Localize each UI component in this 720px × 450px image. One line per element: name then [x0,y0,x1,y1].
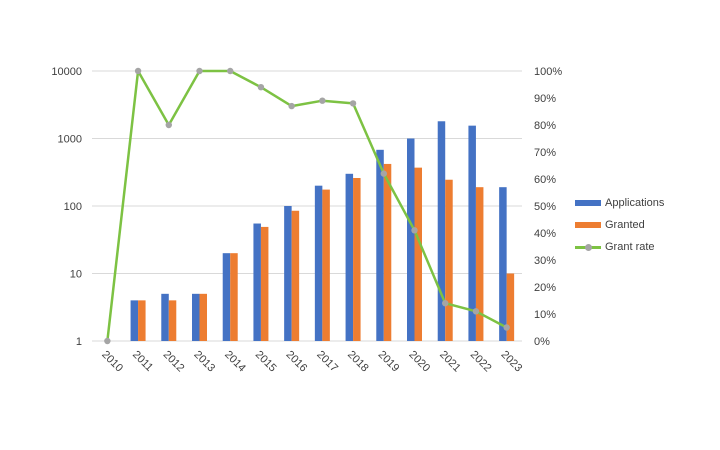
granted-bar [168,300,177,341]
right-axis-tick: 10% [534,309,556,321]
granted-bar [506,273,515,341]
grant-rate-marker [104,337,111,345]
granted-bar [199,293,207,341]
grant-rate-marker [227,67,234,75]
x-axis-tick: 2023 [499,349,525,375]
legend-label: Granted [605,219,645,231]
left-axis-tick: 10000 [51,66,82,78]
left-axis-tick: 1000 [58,134,82,146]
right-axis-tick: 20% [534,282,556,294]
applications-bar [314,185,323,341]
x-axis-tick: 2020 [406,349,432,375]
legend-item-grant-rate: Grant rate [575,236,664,258]
legend-label: Applications [605,197,665,209]
grant-rate-marker [472,308,480,315]
granted-bar [353,177,361,341]
right-axis-tick: 40% [534,228,556,240]
x-axis-labels: 2010 2011 2012 2013 2014 2015 2016 2017 2018 2019… [99,349,524,375]
granted-bar [138,300,146,341]
granted-bar [383,163,392,341]
applications-bar [284,206,292,341]
x-axis-tick: 2018 [345,349,371,375]
legend-item-granted: Granted [575,214,664,236]
x-axis-tick: 2011 [130,349,155,374]
granted-bar [445,179,453,341]
granted-bar [260,226,269,341]
applications-bar [253,223,261,341]
right-axis-tick: 100% [534,66,562,78]
applications-bar [407,138,415,341]
x-axis-tick: 2013 [191,349,217,375]
right-axis-tick: 0% [534,336,550,348]
grant-rate-marker [349,100,357,107]
granted-swatch-icon [575,222,601,228]
granted-bar [230,253,238,341]
applications-bar [222,253,231,341]
x-axis-tick: 2016 [284,349,310,375]
x-axis-tick: 2021 [437,349,463,375]
grant-rate-marker [411,227,418,234]
gridlines [92,70,522,342]
applications-bar [468,125,476,341]
grant-rate-marker [442,300,449,307]
grant-rate-line [104,67,510,345]
bar-series [130,121,515,341]
left-axis-tick: 10 [70,269,82,281]
right-axis-tick: 50% [534,201,556,213]
grant-rate-marker [134,67,142,75]
left-axis-tick: 100 [64,201,82,213]
x-axis-tick: 2012 [161,349,187,375]
left-axis-tick: 1 [76,336,82,348]
x-axis-tick: 2015 [253,349,279,375]
right-axis-labels: 0% 10% 20% 30% 40% 50% 60% 70% 80% 90% 100% [534,66,562,348]
left-axis-labels: 1 10 100 1000 10000 [51,66,82,348]
applications-bar [376,149,384,341]
legend: Applications Granted Grant rate [575,192,664,258]
right-axis-tick: 80% [534,120,556,132]
x-axis-tick: 2014 [222,349,248,375]
applications-bar [437,121,446,341]
granted-bar [322,189,330,341]
grant-rate-marker [165,121,172,129]
grant-rate-marker [196,67,203,75]
right-axis-tick: 90% [534,93,556,105]
grant-rate-marker [257,84,265,91]
legend-label: Grant rate [605,241,655,253]
applications-bar [192,293,200,341]
grant-rate-marker [319,97,326,104]
granted-bar [475,187,484,341]
right-axis-tick: 30% [534,255,556,267]
grant-rate-marker [503,324,510,331]
x-axis-tick: 2019 [376,349,402,375]
grant-rate-marker [380,170,387,177]
applications-bar [130,300,139,341]
legend-item-applications: Applications [575,192,664,214]
granted-bar [414,167,422,341]
x-axis-tick: 2022 [468,349,494,375]
x-axis-tick: 2010 [99,349,125,375]
applications-bar [499,187,507,341]
grant-rate-marker [288,102,295,110]
right-axis-tick: 70% [534,147,556,159]
applications-bar [345,173,354,341]
applications-bar [161,293,169,341]
granted-bar [291,210,300,341]
right-axis-tick: 60% [534,174,556,186]
grant-rate-line-marker-icon [575,243,601,251]
x-axis-tick: 2017 [314,349,340,375]
applications-swatch-icon [575,200,601,206]
